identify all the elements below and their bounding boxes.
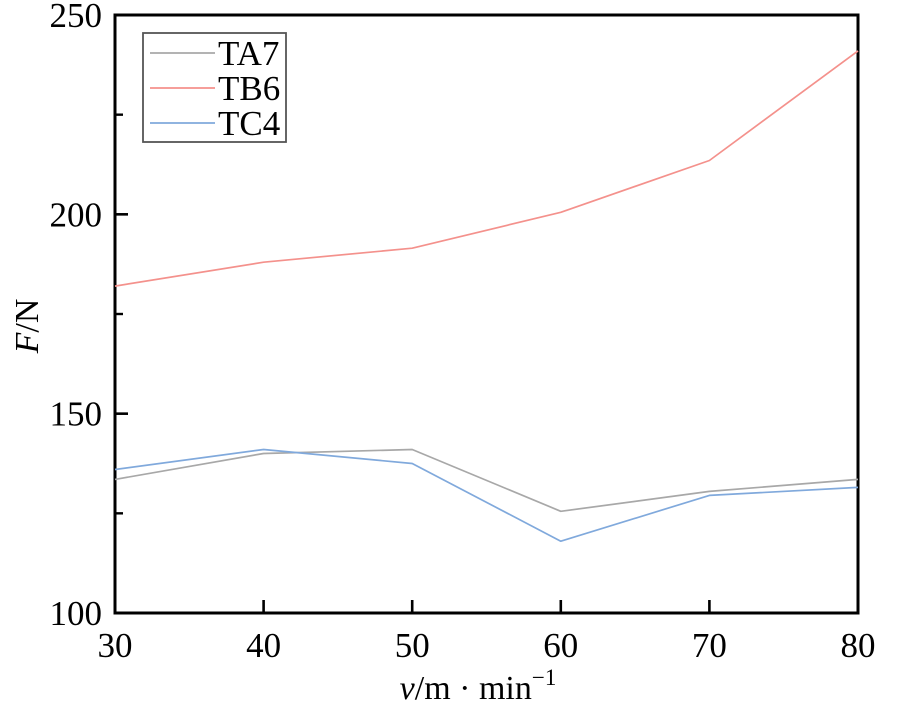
series-line-TA7 bbox=[114, 448, 859, 513]
y-axis-title: F/N bbox=[9, 299, 46, 355]
y-tick-label: 200 bbox=[50, 195, 103, 234]
x-tick-label: 40 bbox=[246, 626, 281, 665]
x-tick-label: 30 bbox=[98, 626, 133, 665]
series-line-TB6 bbox=[114, 50, 859, 287]
x-tick-label: 50 bbox=[395, 626, 430, 665]
legend-label-TA7: TA7 bbox=[218, 34, 279, 73]
y-tick-label: 250 bbox=[50, 0, 103, 35]
legend-label-TB6: TB6 bbox=[218, 69, 280, 108]
y-tick-label: 100 bbox=[50, 594, 103, 633]
legend-label-TC4: TC4 bbox=[218, 104, 280, 143]
x-tick-label: 80 bbox=[841, 626, 876, 665]
series-line-TC4 bbox=[114, 448, 859, 543]
x-axis-title: v/m · min−1 bbox=[400, 665, 557, 707]
x-tick-label: 60 bbox=[543, 626, 578, 665]
y-tick-label: 150 bbox=[50, 395, 103, 434]
x-tick-label: 70 bbox=[692, 626, 727, 665]
